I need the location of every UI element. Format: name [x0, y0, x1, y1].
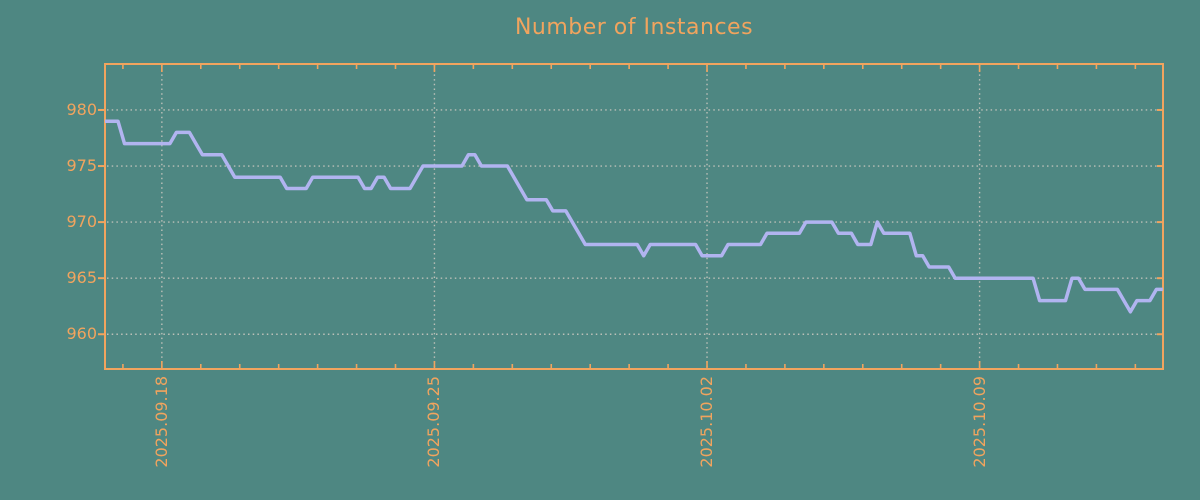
x-tick-label: 2025.10.09: [969, 376, 989, 468]
y-tick-label: 975: [66, 156, 97, 176]
y-tick-label: 980: [66, 99, 97, 119]
x-tick-label: 2025.09.18: [151, 376, 171, 468]
series-line: [105, 119, 1163, 314]
y-tick-label: 965: [66, 268, 97, 288]
plot-border: [104, 63, 1164, 370]
y-tick-label: 960: [66, 324, 97, 344]
chart-title: Number of Instances: [514, 15, 754, 40]
x-tick-label: 2025.10.02: [697, 376, 716, 468]
y-tick-label: 970: [66, 212, 97, 232]
x-tick-label: 2025.09.25: [424, 376, 444, 468]
